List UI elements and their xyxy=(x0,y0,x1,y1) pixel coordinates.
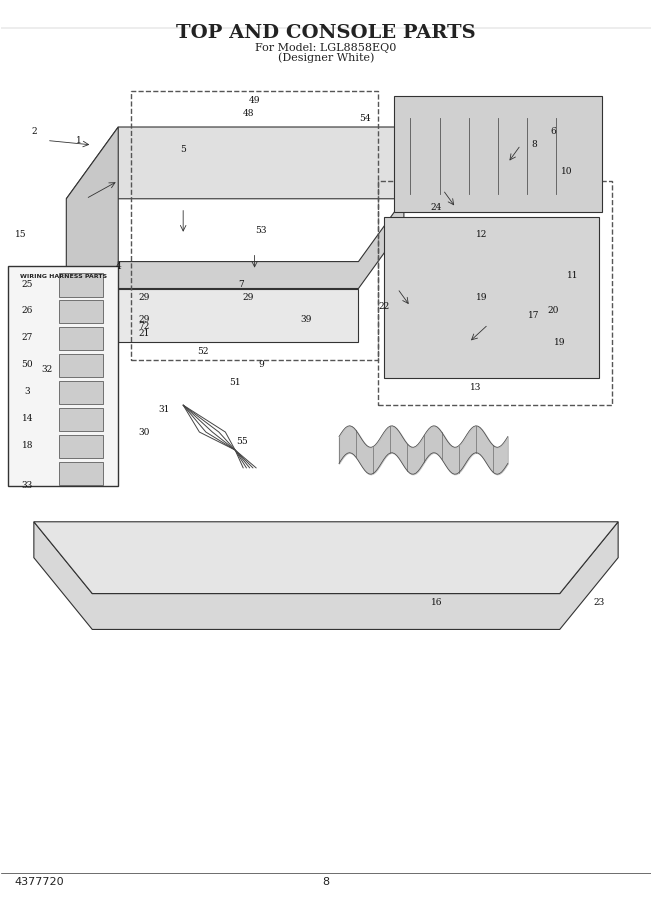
Text: 12: 12 xyxy=(476,230,488,239)
Text: 55: 55 xyxy=(236,436,248,446)
Text: 4: 4 xyxy=(115,262,121,271)
Bar xyxy=(378,181,612,405)
Text: 50: 50 xyxy=(22,360,33,369)
FancyBboxPatch shape xyxy=(394,95,602,212)
Text: 16: 16 xyxy=(430,598,442,607)
Text: 18: 18 xyxy=(22,441,33,450)
Bar xyxy=(385,217,599,378)
Text: 27: 27 xyxy=(22,333,33,342)
Text: 21: 21 xyxy=(138,328,150,338)
Text: 51: 51 xyxy=(230,378,241,387)
Text: 9: 9 xyxy=(258,360,264,369)
Text: 72: 72 xyxy=(138,321,150,330)
Text: 22: 22 xyxy=(379,302,390,310)
Text: 11: 11 xyxy=(567,271,578,280)
FancyBboxPatch shape xyxy=(59,274,103,297)
Text: 23: 23 xyxy=(593,598,604,607)
FancyBboxPatch shape xyxy=(59,408,103,431)
Text: 29: 29 xyxy=(138,293,150,302)
Text: 13: 13 xyxy=(469,382,481,392)
FancyBboxPatch shape xyxy=(59,462,103,485)
Text: 53: 53 xyxy=(256,226,267,235)
FancyBboxPatch shape xyxy=(59,435,103,458)
Text: 39: 39 xyxy=(301,315,312,324)
FancyBboxPatch shape xyxy=(59,327,103,350)
Text: WIRING HARNESS PARTS: WIRING HARNESS PARTS xyxy=(20,274,107,279)
Text: (Designer White): (Designer White) xyxy=(278,52,374,63)
Text: 19: 19 xyxy=(476,293,488,302)
Text: 4377720: 4377720 xyxy=(14,878,64,887)
Text: For Model: LGL8858EQ0: For Model: LGL8858EQ0 xyxy=(256,43,396,53)
FancyBboxPatch shape xyxy=(59,354,103,377)
Text: 7: 7 xyxy=(239,280,244,289)
Text: 15: 15 xyxy=(15,230,27,239)
FancyBboxPatch shape xyxy=(59,301,103,323)
FancyBboxPatch shape xyxy=(59,381,103,404)
Text: 33: 33 xyxy=(22,482,33,490)
Text: 52: 52 xyxy=(197,346,209,356)
Text: 49: 49 xyxy=(249,95,260,104)
Text: 31: 31 xyxy=(158,405,170,414)
Text: 10: 10 xyxy=(561,167,572,176)
Polygon shape xyxy=(118,199,404,289)
Text: 8: 8 xyxy=(531,140,537,149)
Polygon shape xyxy=(34,522,618,629)
Text: 24: 24 xyxy=(431,203,442,212)
Text: 25: 25 xyxy=(22,280,33,289)
Text: 6: 6 xyxy=(550,127,556,136)
Polygon shape xyxy=(34,522,618,594)
Text: 8: 8 xyxy=(323,878,329,887)
Text: 26: 26 xyxy=(22,306,33,315)
Text: 29: 29 xyxy=(138,315,150,324)
Text: 30: 30 xyxy=(138,428,150,436)
Text: 14: 14 xyxy=(22,414,33,423)
Text: 5: 5 xyxy=(180,145,186,154)
Text: 20: 20 xyxy=(548,306,559,315)
Text: 17: 17 xyxy=(528,310,539,320)
Polygon shape xyxy=(118,289,359,342)
Text: 3: 3 xyxy=(25,387,30,396)
Text: 1: 1 xyxy=(76,136,82,145)
Text: 19: 19 xyxy=(554,338,565,346)
Text: 29: 29 xyxy=(243,293,254,302)
Text: TOP AND CONSOLE PARTS: TOP AND CONSOLE PARTS xyxy=(176,23,476,41)
Text: 48: 48 xyxy=(243,109,254,118)
Text: 32: 32 xyxy=(41,364,52,373)
Bar xyxy=(8,266,118,486)
Text: 2: 2 xyxy=(31,127,37,136)
Polygon shape xyxy=(67,127,456,199)
Polygon shape xyxy=(67,127,118,342)
Text: 54: 54 xyxy=(359,113,371,122)
